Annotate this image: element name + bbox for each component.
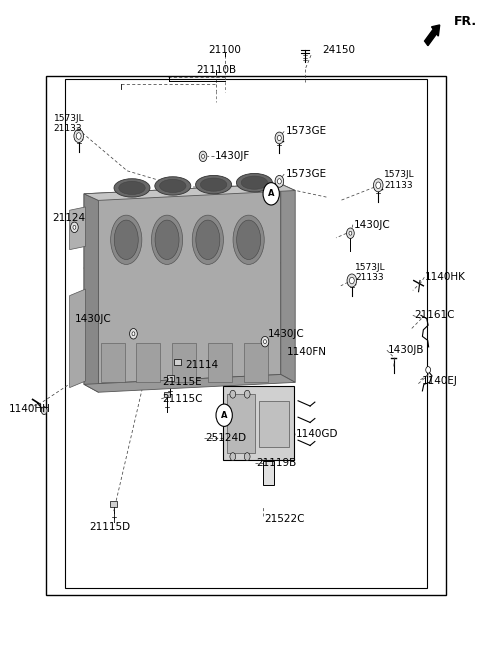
Text: 1140EJ: 1140EJ [421,376,457,386]
Bar [259,401,289,447]
Text: 1140HK: 1140HK [425,272,466,283]
Text: 1140HH: 1140HH [9,403,50,414]
Circle shape [199,151,207,162]
Text: A: A [221,411,228,420]
Circle shape [275,132,284,144]
Text: 1430JB: 1430JB [388,345,424,355]
Text: 1140GD: 1140GD [296,428,339,439]
Circle shape [373,179,383,192]
Ellipse shape [111,215,142,265]
Polygon shape [281,184,295,382]
Text: 1573JL
21133: 1573JL 21133 [54,114,84,133]
Text: 21110B: 21110B [196,64,236,75]
Bar [208,343,232,382]
Text: 1573GE: 1573GE [286,126,327,137]
Ellipse shape [241,176,268,189]
Text: 1140FN: 1140FN [287,347,327,357]
Text: 1573JL
21133: 1573JL 21133 [355,263,386,283]
Bar [223,386,294,460]
Bar [167,375,174,381]
Circle shape [76,133,81,139]
Ellipse shape [155,220,179,260]
Text: 24150: 24150 [323,45,356,55]
Text: 21124: 21124 [52,213,85,223]
Circle shape [202,154,204,158]
Ellipse shape [152,215,182,265]
Text: 1430JF: 1430JF [215,151,250,162]
Text: 21115D: 21115D [89,522,130,532]
Text: 21100: 21100 [208,45,241,55]
Bar [172,343,196,382]
Circle shape [347,228,354,238]
Polygon shape [84,184,281,384]
Ellipse shape [192,215,223,265]
Ellipse shape [237,220,261,260]
Circle shape [216,404,232,426]
Bar [227,394,255,453]
Ellipse shape [196,175,232,194]
Circle shape [264,340,266,344]
Ellipse shape [114,179,150,197]
Circle shape [376,182,381,189]
Bar [101,343,125,382]
Circle shape [349,231,352,235]
Text: 1430JC: 1430JC [74,313,111,324]
Text: 1573JL
21133: 1573JL 21133 [384,170,415,190]
Circle shape [277,179,281,184]
Circle shape [244,390,250,398]
Circle shape [261,336,269,347]
Polygon shape [70,207,85,250]
Text: 1430JC: 1430JC [268,328,305,339]
Circle shape [349,277,354,284]
Ellipse shape [159,179,186,193]
Bar [164,392,170,397]
FancyArrow shape [424,25,440,46]
Ellipse shape [200,178,227,191]
Text: 21161C: 21161C [414,310,454,321]
Polygon shape [84,184,295,200]
Circle shape [263,183,279,205]
Text: 21522C: 21522C [264,514,304,524]
Text: FR.: FR. [454,14,477,28]
Text: 21119B: 21119B [256,458,297,468]
Text: 21114: 21114 [185,359,218,370]
Polygon shape [84,194,98,392]
Circle shape [130,328,137,339]
Circle shape [230,390,236,398]
Bar [174,359,181,365]
Circle shape [244,453,250,461]
Circle shape [71,222,78,233]
Circle shape [74,129,84,143]
Bar [136,343,160,382]
Bar [46,76,446,595]
Ellipse shape [236,173,272,192]
Bar [110,501,117,507]
Bar [65,79,427,588]
Polygon shape [84,374,295,392]
Bar [244,343,268,382]
Ellipse shape [119,181,145,194]
Bar [263,461,274,485]
Circle shape [277,135,281,141]
Ellipse shape [114,220,138,260]
Circle shape [230,453,236,461]
Circle shape [132,332,135,336]
Text: A: A [268,189,275,198]
Circle shape [275,175,284,187]
Ellipse shape [196,220,220,260]
Polygon shape [70,289,85,388]
Ellipse shape [233,215,264,265]
Text: 21115E: 21115E [162,377,202,388]
Text: 1573GE: 1573GE [286,169,327,179]
Text: 21115C: 21115C [162,394,203,404]
Circle shape [426,367,431,373]
Circle shape [73,225,76,229]
Ellipse shape [155,177,191,195]
Text: 1430JC: 1430JC [354,219,391,230]
Text: 25124D: 25124D [205,432,247,443]
Circle shape [347,274,357,287]
Circle shape [41,407,47,415]
